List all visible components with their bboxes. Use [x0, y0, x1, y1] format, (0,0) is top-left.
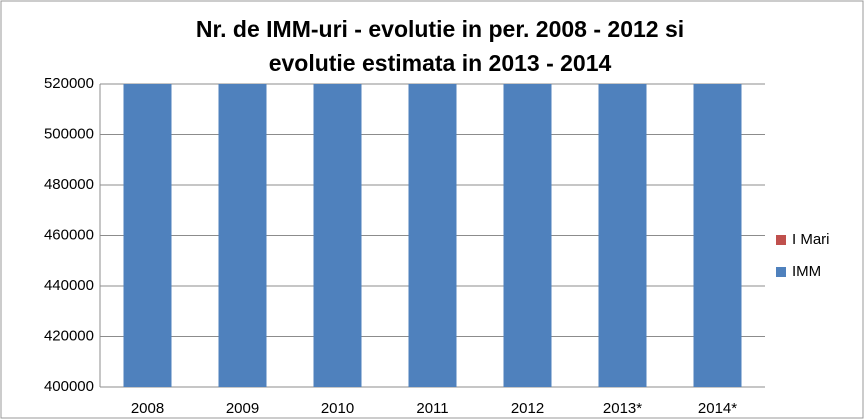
x-tick-label: 2012: [511, 400, 544, 417]
chart-title: evolutie estimata in 2013 - 2014: [269, 50, 612, 76]
y-tick-label: 440000: [44, 277, 94, 294]
bar-segment: [218, 84, 267, 387]
bar-segment: [313, 84, 362, 387]
y-tick-label: 460000: [44, 226, 94, 243]
x-tick-label: 2011: [416, 400, 448, 417]
x-tick-label: 2014*: [698, 400, 737, 417]
legend-swatch: [776, 235, 786, 245]
y-tick-label: 400000: [44, 378, 94, 395]
bar-segment: [598, 84, 647, 387]
legend-label: IMM: [792, 263, 821, 280]
chart-title: Nr. de IMM-uri - evolutie in per. 2008 -…: [196, 16, 684, 42]
bar-segment: [503, 84, 552, 387]
legend-label: I Mari: [792, 231, 830, 248]
x-tick-label: 2013*: [603, 400, 642, 417]
y-tick-label: 500000: [44, 125, 94, 142]
bar-segment: [693, 84, 742, 387]
bar-segment: [408, 84, 457, 387]
y-tick-label: 480000: [44, 176, 94, 193]
x-tick-label: 2009: [226, 400, 259, 417]
bar-segment: [123, 84, 172, 387]
legend-swatch: [776, 267, 786, 277]
x-tick-label: 2008: [131, 400, 164, 417]
x-tick-label: 2010: [321, 400, 354, 417]
y-tick-label: 520000: [44, 75, 94, 92]
y-tick-label: 420000: [44, 327, 94, 344]
